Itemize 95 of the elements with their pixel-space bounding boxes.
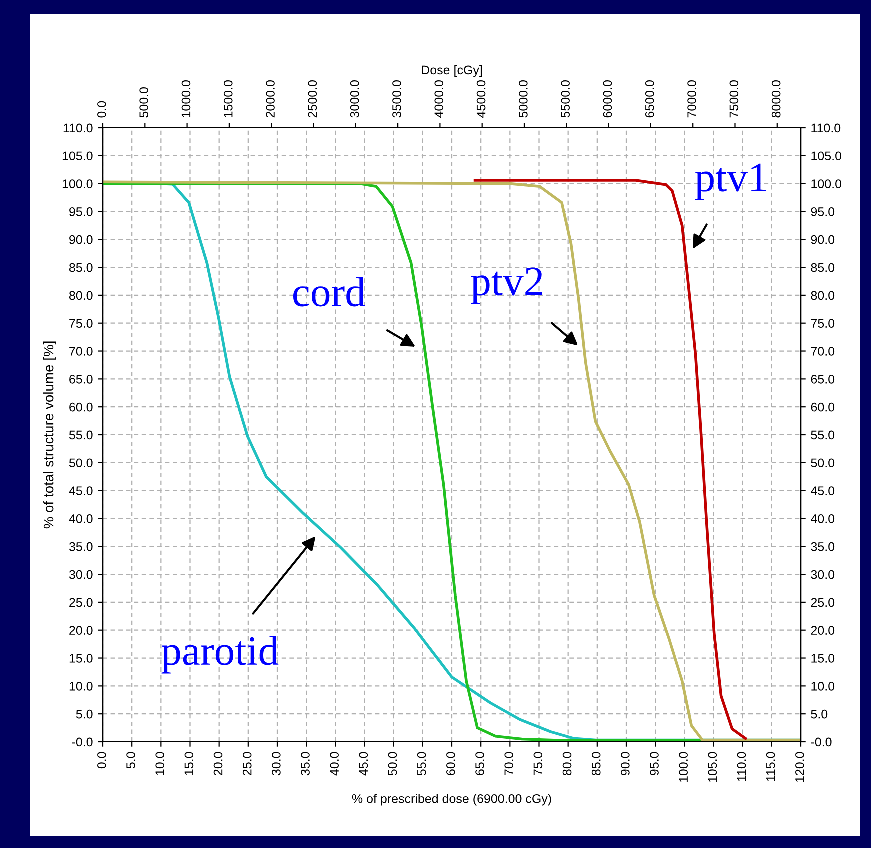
x-tick-label: 120.0 [796, 752, 804, 782]
annotation: ptv2 [471, 268, 542, 304]
y2-tick-label: 80.0 [811, 291, 835, 300]
x-tick-label: 5.0 [126, 752, 136, 769]
y2-tick-label: 75.0 [811, 319, 835, 328]
y-tick-label: 75.0 [70, 319, 93, 328]
y-tick-label: 65.0 [70, 374, 93, 384]
y2-tick-label: 85.0 [811, 263, 835, 272]
y2-tick-label: 15.0 [812, 654, 835, 663]
y-tick-label: 20.0 [70, 626, 93, 636]
y-tick-label: 15.0 [70, 654, 93, 663]
y2-tick-label: 30.0 [811, 570, 835, 580]
x2-tick-label: 7000.0 [688, 80, 696, 118]
y-tick-label: -0.0 [72, 738, 93, 747]
y2-tick-label: 20.0 [811, 626, 835, 636]
x2-tick-label: 5500.0 [561, 80, 570, 118]
x2-tick-label: 3000.0 [350, 80, 360, 118]
x-tick-label: 45.0 [359, 752, 368, 776]
x-tick-label: 85.0 [592, 752, 601, 776]
x-tick-label: 15.0 [184, 752, 194, 776]
y2-tick-label: 55.0 [811, 430, 835, 440]
x-tick-label: 10.0 [156, 752, 165, 776]
x-tick-label: 50.0 [388, 752, 398, 776]
y-tick-label: 85.0 [69, 263, 93, 272]
x-tick-label: 80.0 [562, 752, 572, 776]
y2-tick-label: 95.0 [811, 208, 835, 216]
y2-tick-label: 60.0 [811, 402, 835, 412]
y2-tick-label: 50.0 [811, 458, 835, 468]
annotation: ptv1 [695, 164, 766, 200]
y2-tick-label: 65.0 [811, 374, 835, 384]
x2-tick-label: 4000.0 [434, 80, 444, 118]
y-tick-label: 70.0 [70, 347, 93, 356]
x2-tick-label: 3500.0 [392, 80, 402, 118]
y-tick-label: 110.0 [64, 124, 93, 133]
x2-tick-label: 5000.0 [519, 80, 528, 118]
y2-tick-label: 25.0 [811, 598, 835, 608]
x-tick-label: 110.0 [737, 752, 746, 782]
x-tick-label: 95.0 [650, 752, 659, 776]
y-tick-label: 50.0 [69, 458, 93, 468]
y-tick-label: 55.0 [69, 430, 93, 440]
y-tick-label: 100.0 [62, 180, 93, 188]
y-tick-label: 30.0 [69, 570, 93, 580]
annotation: cord [293, 277, 366, 307]
x-tick-label: 55.0 [417, 752, 426, 776]
annotation: parotid [162, 636, 279, 674]
y-tick-label: 60.0 [70, 402, 93, 412]
y2-tick-label: 100.0 [812, 180, 842, 188]
y2-tick-label: 70.0 [811, 347, 835, 356]
x2-tick-label: 1500.0 [224, 80, 233, 118]
x2-tick-label: 0.0 [98, 101, 106, 118]
x-tick-label: 100.0 [679, 752, 688, 782]
x2-tick-label: 500.0 [140, 87, 149, 118]
x2-tick-label: 2500.0 [308, 80, 318, 118]
y-tick-label: 90.0 [70, 235, 93, 244]
x-tick-label: 0.0 [98, 752, 106, 769]
x-tick-label: 75.0 [534, 752, 543, 776]
y2-tick-label: 105.0 [812, 152, 842, 161]
x2-tick-label: 6000.0 [603, 80, 612, 118]
y2-tick-label: 45.0 [811, 486, 835, 496]
x2-axis-title: Dose [cGy] [422, 65, 482, 78]
x2-tick-label: 8000.0 [772, 80, 781, 118]
x-tick-label: 70.0 [504, 752, 514, 776]
y2-tick-label: 35.0 [811, 542, 835, 552]
y-tick-label: 10.0 [70, 682, 93, 691]
y2-tick-label: 10.0 [812, 682, 835, 691]
x-axis-title: % of prescribed dose (6900.00 cGy) [352, 794, 552, 806]
y-tick-label: 40.0 [69, 514, 93, 524]
y2-tick-label: -0.0 [811, 738, 832, 747]
y-tick-label: 25.0 [70, 598, 93, 608]
x2-tick-label: 7500.0 [730, 80, 739, 118]
y-tick-label: 35.0 [69, 542, 93, 552]
y2-tick-label: 5.0 [811, 710, 828, 719]
x-tick-label: 25.0 [242, 752, 252, 776]
y2-tick-label: 110.0 [812, 124, 841, 133]
x2-tick-label: 4500.0 [476, 80, 486, 118]
x-tick-label: 35.0 [301, 752, 310, 776]
y-axis-title: % of total structure volume [%] [44, 342, 56, 529]
x-tick-label: 40.0 [330, 752, 340, 776]
x-tick-label: 65.0 [476, 752, 484, 776]
y-tick-label: 5.0 [76, 710, 93, 719]
y-tick-label: 45.0 [69, 486, 93, 496]
x-tick-label: 30.0 [272, 752, 281, 776]
x-tick-label: 105.0 [708, 752, 718, 782]
y-tick-label: 95.0 [70, 208, 93, 216]
x-tick-label: 115.0 [766, 752, 776, 782]
x-tick-label: 20.0 [214, 752, 223, 776]
x2-tick-label: 1000.0 [182, 80, 191, 118]
x2-tick-label: 6500.0 [645, 80, 654, 118]
y2-tick-label: 90.0 [811, 235, 835, 244]
x-tick-label: 90.0 [621, 752, 630, 776]
x2-tick-label: 2000.0 [266, 80, 275, 118]
y-tick-label: 105.0 [62, 152, 93, 161]
y2-tick-label: 40.0 [811, 514, 835, 524]
y-tick-label: 80.0 [69, 291, 93, 300]
x-tick-label: 60.0 [446, 752, 456, 776]
